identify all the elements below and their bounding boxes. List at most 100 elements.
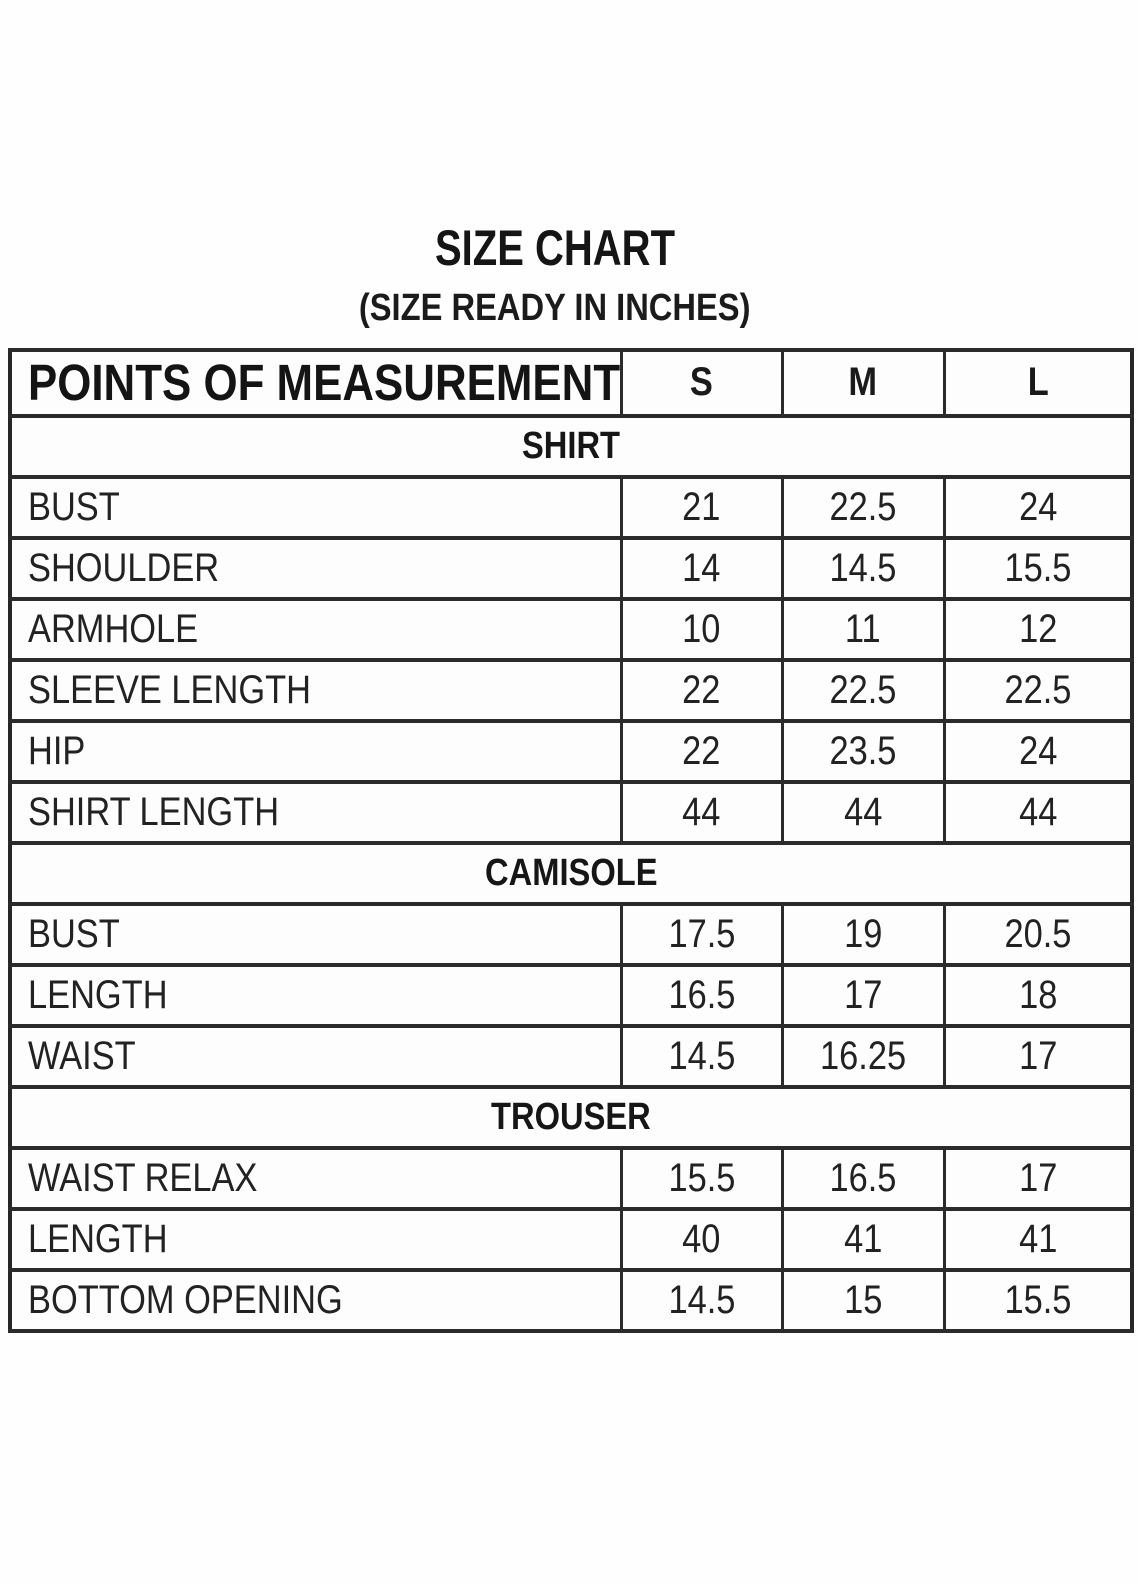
value-s: 44 — [682, 789, 721, 834]
value-l: 41 — [1018, 1216, 1057, 1261]
table-row: SHOULDER 14 14.5 15.5 — [8, 535, 1134, 601]
measurement-label-cell: HIP — [8, 718, 623, 784]
section-header-label: TROUSER — [491, 1095, 651, 1138]
measurement-label: SLEEVE LENGTH — [28, 667, 311, 712]
value-m: 23.5 — [829, 728, 897, 773]
value-cell-s: 15.5 — [619, 1145, 784, 1211]
value-cell-m: 41 — [780, 1206, 946, 1272]
value-cell-l: 17 — [942, 1145, 1134, 1211]
value-cell-s: 22 — [619, 657, 784, 723]
measurement-label-cell: BOTTOM OPENING — [8, 1267, 623, 1333]
measurement-label: WAIST RELAX — [28, 1155, 258, 1200]
table-row: SHIRT LENGTH 44 44 44 — [8, 779, 1134, 845]
value-cell-m: 14.5 — [780, 535, 946, 601]
section-header-cell: SHIRT — [8, 413, 1134, 479]
value-cell-s: 22 — [619, 718, 784, 784]
value-s: 14.5 — [668, 1277, 735, 1322]
measurement-label: WAIST — [28, 1033, 136, 1078]
value-cell-l: 15.5 — [942, 535, 1134, 601]
measurement-label: HIP — [28, 728, 86, 773]
value-s: 40 — [682, 1216, 721, 1261]
measurement-label: BUST — [28, 484, 120, 529]
size-m-header-label: M — [848, 360, 878, 404]
size-m-header-cell: M — [780, 347, 946, 418]
value-l: 20.5 — [1004, 911, 1072, 956]
section-header-label: SHIRT — [521, 424, 621, 467]
page-subtitle-text: (SIZE READY IN INCHES) — [358, 286, 751, 329]
value-s: 16.5 — [668, 972, 735, 1017]
value-m: 22.5 — [829, 667, 897, 712]
value-cell-l: 44 — [942, 779, 1134, 845]
page-subtitle: (SIZE READY IN INCHES) — [8, 289, 1101, 327]
value-cell-l: 24 — [942, 474, 1134, 540]
measurement-label-cell: ARMHOLE — [8, 596, 623, 662]
value-cell-l: 24 — [942, 718, 1134, 784]
measurement-label-cell: BUST — [8, 901, 623, 967]
value-cell-l: 17 — [942, 1023, 1134, 1089]
measurement-label: SHOULDER — [28, 545, 220, 590]
measurement-label-cell: BUST — [8, 474, 623, 540]
value-cell-l: 18 — [942, 962, 1134, 1028]
value-l: 15.5 — [1004, 545, 1072, 590]
value-s: 21 — [682, 484, 721, 529]
value-cell-s: 40 — [619, 1206, 784, 1272]
value-cell-m: 23.5 — [780, 718, 946, 784]
measurement-label: LENGTH — [28, 972, 168, 1017]
value-cell-m: 16.5 — [780, 1145, 946, 1211]
value-l: 24 — [1018, 728, 1057, 773]
measurement-label: BUST — [28, 911, 120, 956]
table-row: LENGTH 16.5 17 18 — [8, 962, 1134, 1028]
value-cell-l: 22.5 — [942, 657, 1134, 723]
value-s: 22 — [682, 728, 721, 773]
value-s: 14 — [682, 545, 721, 590]
value-l: 12 — [1018, 606, 1057, 651]
table-row: WAIST 14.5 16.25 17 — [8, 1023, 1134, 1089]
size-s-header-label: S — [690, 360, 713, 404]
value-s: 17.5 — [668, 911, 735, 956]
measurement-label-cell: SHIRT LENGTH — [8, 779, 623, 845]
measurement-label-cell: LENGTH — [8, 1206, 623, 1272]
title-block: SIZE CHART (SIZE READY IN INCHES) — [8, 222, 1101, 327]
value-cell-l: 12 — [942, 596, 1134, 662]
value-m: 11 — [845, 606, 881, 651]
section-row-shirt: SHIRT — [8, 413, 1134, 479]
size-chart-table: POINTS OF MEASUREMENT S M L SHIRT BUST 2… — [8, 347, 1134, 1333]
value-l: 17 — [1018, 1155, 1057, 1200]
measurement-label: BOTTOM OPENING — [28, 1277, 343, 1322]
value-m: 17 — [843, 972, 883, 1017]
measurement-label-cell: LENGTH — [8, 962, 623, 1028]
value-m: 16.25 — [819, 1033, 907, 1078]
measurement-label-cell: SHOULDER — [8, 535, 623, 601]
page-title-text: SIZE CHART — [434, 220, 675, 276]
measurement-header-label: POINTS OF MEASUREMENT — [28, 354, 621, 411]
value-l: 15.5 — [1004, 1277, 1072, 1322]
value-cell-m: 22.5 — [780, 474, 946, 540]
value-l: 24 — [1018, 484, 1057, 529]
measurement-label: SHIRT LENGTH — [28, 789, 280, 834]
value-s: 22 — [682, 667, 721, 712]
measurement-label: LENGTH — [28, 1216, 168, 1261]
value-m: 22.5 — [829, 484, 897, 529]
value-cell-m: 19 — [780, 901, 946, 967]
table-row: SLEEVE LENGTH 22 22.5 22.5 — [8, 657, 1134, 723]
size-s-header-cell: S — [619, 347, 784, 418]
value-m: 41 — [843, 1216, 883, 1261]
measurement-label-cell: WAIST RELAX — [8, 1145, 623, 1211]
value-cell-l: 15.5 — [942, 1267, 1134, 1333]
value-l: 44 — [1018, 789, 1057, 834]
value-m: 14.5 — [829, 545, 897, 590]
value-l: 22.5 — [1004, 667, 1072, 712]
value-s: 15.5 — [668, 1155, 735, 1200]
value-cell-s: 17.5 — [619, 901, 784, 967]
table-header-row: POINTS OF MEASUREMENT S M L — [8, 347, 1134, 418]
value-cell-m: 16.25 — [780, 1023, 946, 1089]
size-l-header-cell: L — [942, 347, 1134, 418]
value-cell-s: 44 — [619, 779, 784, 845]
value-cell-l: 41 — [942, 1206, 1134, 1272]
value-cell-s: 21 — [619, 474, 784, 540]
value-cell-m: 11 — [780, 596, 946, 662]
size-l-header-label: L — [1027, 360, 1049, 404]
value-cell-s: 14.5 — [619, 1267, 784, 1333]
section-row-camisole: CAMISOLE — [8, 840, 1134, 906]
value-s: 14.5 — [668, 1033, 735, 1078]
